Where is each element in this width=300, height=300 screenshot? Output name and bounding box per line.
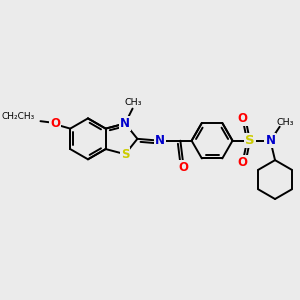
Text: S: S: [245, 134, 255, 147]
Text: CH₂CH₃: CH₂CH₃: [2, 112, 35, 121]
Text: N: N: [120, 117, 130, 130]
Text: O: O: [238, 156, 248, 169]
Text: S: S: [121, 148, 129, 161]
Text: O: O: [50, 116, 60, 130]
Text: N: N: [266, 134, 275, 147]
Text: O: O: [238, 112, 248, 125]
Text: CH₃: CH₃: [277, 118, 294, 127]
Text: O: O: [178, 161, 188, 174]
Text: N: N: [155, 134, 165, 147]
Text: CH₃: CH₃: [125, 98, 142, 106]
